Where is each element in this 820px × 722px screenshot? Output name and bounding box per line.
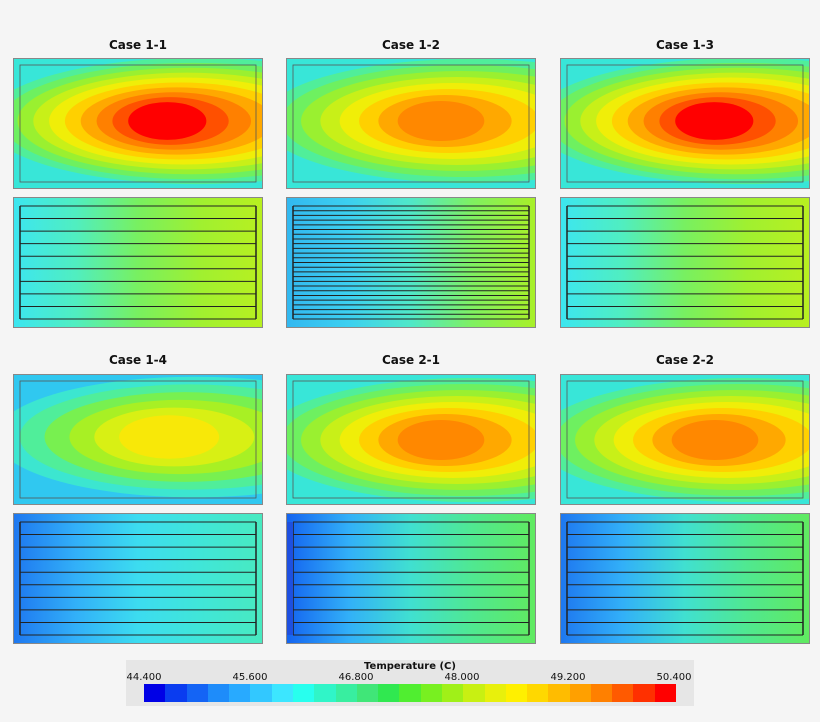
legend-tick: 44.400	[126, 672, 162, 683]
legend-swatch	[441, 684, 464, 702]
legend-swatch	[548, 684, 570, 702]
case-title-2-2: Case 2-2	[655, 353, 715, 367]
contour-top-2-2	[560, 374, 810, 505]
contour-top-2-1	[286, 374, 536, 505]
contour-top-1-1	[13, 58, 263, 189]
contour-band	[119, 415, 220, 459]
legend-swatch	[207, 684, 230, 702]
legend-swatch	[335, 684, 357, 702]
contour-band	[675, 102, 754, 140]
contour-band	[671, 420, 759, 460]
legend-tick: 48.000	[444, 672, 480, 683]
legend-swatch	[314, 684, 336, 702]
legend-swatch	[165, 684, 187, 702]
contour-band	[128, 102, 207, 140]
legend-swatch	[484, 684, 506, 702]
legend-swatch	[569, 684, 591, 702]
legend-tick: 45.600	[232, 672, 268, 683]
contour-bottom-1-1	[13, 197, 263, 328]
legend-swatch	[229, 684, 251, 702]
case-title-1-4: Case 1-4	[108, 353, 168, 367]
contour-bottom-1-4	[13, 513, 263, 644]
legend-tick: 46.800	[338, 672, 374, 683]
contour-bottom-2-2	[560, 513, 810, 644]
contour-bottom-1-3	[560, 197, 810, 328]
legend-color-bar	[144, 684, 677, 702]
legend-swatch	[271, 684, 293, 702]
legend-swatch	[420, 684, 442, 702]
case-title-1-2: Case 1-2	[381, 38, 441, 52]
legend-tick: 50.400	[656, 672, 692, 683]
legend-swatch	[144, 684, 166, 702]
temperature-legend: Temperature (C) 44.400 45.600 46.800 48.…	[126, 660, 694, 706]
legend-swatch	[250, 684, 272, 702]
contour-band	[397, 420, 485, 460]
legend-swatch	[590, 684, 613, 702]
legend-swatch	[654, 684, 677, 702]
legend-swatch	[612, 684, 634, 702]
case-title-2-1: Case 2-1	[381, 353, 441, 367]
contour-top-1-4	[13, 374, 263, 505]
contour-top-1-3	[560, 58, 810, 189]
legend-tick: 49.200	[550, 672, 586, 683]
contour-bottom-2-1	[286, 513, 536, 644]
contour-band	[397, 101, 485, 141]
legend-swatch	[463, 684, 485, 702]
legend-title: Temperature (C)	[364, 661, 456, 672]
legend-swatch	[633, 684, 655, 702]
contour-top-1-2	[286, 58, 536, 189]
legend-swatch	[505, 684, 528, 702]
legend-swatch	[292, 684, 315, 702]
case-title-1-3: Case 1-3	[655, 38, 715, 52]
legend-swatch	[378, 684, 400, 702]
legend-swatch	[186, 684, 208, 702]
legend-swatch	[356, 684, 379, 702]
case-title-1-1: Case 1-1	[108, 38, 168, 52]
legend-swatch	[527, 684, 549, 702]
contour-bottom-1-2	[286, 197, 536, 328]
legend-swatch	[399, 684, 421, 702]
